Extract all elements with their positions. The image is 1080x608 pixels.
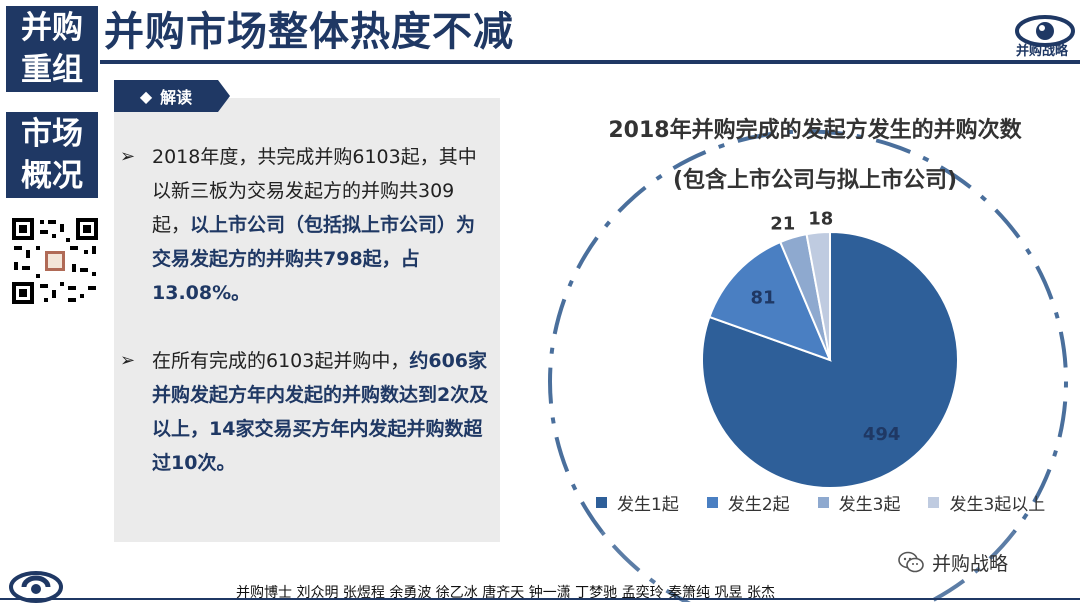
bullet-emphasis: 以上市公司（包括拟上市公司）为交易发起方的并购共798起，占13.08%。: [152, 214, 476, 304]
nav-tile-line: 市场: [21, 116, 83, 152]
page-title: 并购市场整体热度不减: [104, 9, 514, 55]
legend-item: 发生2起: [706, 490, 790, 515]
nav-tile-line: 概况: [21, 158, 83, 194]
pie-data-label: 81: [750, 288, 775, 309]
legend-label: 发生3起以上: [949, 494, 1046, 515]
wechat-account: 并购战略: [898, 548, 1068, 576]
bullet-item: ➢ 在所有完成的6103起并购中，约606家并购发起方年内发起的并购数达到2次及…: [120, 344, 490, 480]
nav-tile-mna-restructuring[interactable]: 并购 重组: [6, 6, 98, 92]
legend-label: 发生2起: [727, 494, 790, 515]
legend-label: 发生1起: [617, 494, 679, 515]
explanation-tag-label: 解读: [160, 88, 193, 107]
wechat-account-name: 并购战略: [932, 552, 1009, 575]
chart-frame: [548, 129, 1068, 602]
pie-data-label: 494: [863, 424, 901, 445]
bullet-item: ➢ 2018年度，共完成并购6103起，其中以新三板为交易发起方的并购共309起…: [120, 140, 490, 310]
legend-swatch: [817, 496, 829, 508]
legend-item: 发生1起: [596, 490, 679, 515]
brand-logo-icon: [9, 571, 63, 603]
chart-legend: 发生1起 发生2起 发生3起 发生3起以上: [596, 490, 1076, 515]
legend-swatch: [596, 496, 607, 508]
nav-tile-line: 并购: [21, 10, 83, 46]
legend-swatch: [706, 496, 718, 508]
explanation-tag: ◆ 解读: [114, 80, 218, 112]
chart-title: 2018年并购完成的发起方发生的并购次数: [608, 118, 1022, 143]
legend-item: 发生3起以上: [928, 490, 1045, 515]
wechat-icon: [898, 551, 924, 573]
arrow-bullet-icon: ➢: [120, 146, 136, 167]
title-divider: [100, 60, 1080, 64]
logo-text: 并购战略: [1015, 44, 1068, 59]
legend-swatch: [928, 496, 940, 508]
footer-divider: [0, 598, 1080, 600]
explanation-panel: [114, 98, 500, 542]
footer-authors: 并购博士 刘众明 张煜程 余勇波 徐乙冰 唐齐天 钟一潇 丁梦驰 孟奕玲 秦箫纯…: [236, 585, 775, 601]
legend-item: 发生3起: [817, 490, 901, 515]
chart-subtitle: (包含上市公司与拟上市公司): [672, 168, 958, 193]
nav-tile-market-overview[interactable]: 市场 概况: [6, 112, 98, 198]
legend-label: 发生3起: [838, 494, 901, 515]
pie-slice: [805, 230, 831, 361]
tag-pointer: [218, 80, 230, 112]
diamond-icon: ◆: [139, 86, 153, 106]
bullet-emphasis: 约606家并购发起方年内发起的并购数达到2次及以上，14家交易买方年内发起并购数…: [152, 350, 489, 474]
pie-chart: 494 81 21 18: [701, 208, 959, 489]
nav-tile-line: 重组: [21, 52, 83, 88]
pie-data-label: 18: [808, 208, 833, 229]
bullet-text: 2018年度，共完成并购6103起，其中以新三板为交易发起方的并购共309起，: [152, 146, 477, 236]
arrow-bullet-icon: ➢: [120, 350, 136, 371]
qr-code-icon: [10, 216, 100, 306]
eye-logo-icon: [1015, 15, 1075, 47]
bullet-text: 在所有完成的6103起并购中，: [152, 350, 410, 372]
pie-slice: [708, 240, 832, 362]
pie-data-label: 21: [770, 214, 795, 235]
